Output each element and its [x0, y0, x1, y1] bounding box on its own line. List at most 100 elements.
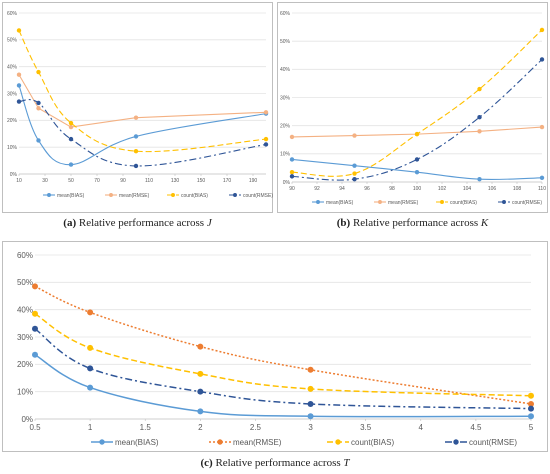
- chart-c-legend-marker: [335, 439, 341, 445]
- chart-c-data-point: [32, 351, 38, 358]
- chart-a-data-point: [36, 106, 41, 111]
- caption-c-text: Relative performance across: [215, 457, 341, 469]
- chart-c-ytick-label: 60%: [17, 251, 33, 260]
- chart-c-xtick-label: 1.5: [140, 423, 152, 432]
- chart-c-ytick-label: 0%: [21, 415, 33, 424]
- chart-c-data-point: [32, 283, 38, 290]
- chart-b-data-point: [289, 174, 295, 179]
- chart-b-ytick-label: 10%: [280, 152, 291, 158]
- chart-a-grid: [19, 12, 266, 175]
- chart-b-data-point: [539, 175, 545, 180]
- chart-a-data-point: [263, 142, 269, 147]
- chart-c-legend-label: mean(RMSE): [233, 438, 282, 447]
- chart-c-xtick-label: 4: [419, 423, 424, 432]
- chart-c-series-line: [34, 285, 532, 405]
- chart-a-data-point: [133, 134, 139, 139]
- chart-c-ytick-label: 10%: [17, 387, 33, 396]
- chart-a-ytick-label: 0%: [10, 172, 18, 178]
- chart-c-legend-item: mean(RMSE): [209, 438, 282, 447]
- caption-c-label: (c): [200, 457, 213, 469]
- chart-a-data-point: [16, 83, 22, 88]
- chart-a-legend-marker: [47, 193, 51, 197]
- chart-a-data-point: [68, 162, 74, 167]
- chart-a-ytick-label: 60%: [7, 11, 18, 17]
- chart-c-xtick-label: 2: [198, 423, 203, 432]
- chart-c-legend-marker: [453, 439, 459, 445]
- chart-c-legend-item: count(BIAS): [327, 438, 394, 447]
- chart-b-series-line: [291, 29, 543, 177]
- chart-b-xtick-label: 110: [538, 186, 546, 192]
- chart-b-series-2: [289, 27, 545, 177]
- chart-a-xtick-label: 190: [249, 178, 258, 184]
- chart-b-xtick-label: 90: [289, 186, 295, 192]
- chart-panel-a: 0% 10% 20% 30% 40% 50% 60% 10 30 50 70 90 110 130 150 1…: [2, 2, 273, 213]
- chart-b-data-point: [414, 169, 420, 175]
- chart-c-series-2: [32, 310, 534, 399]
- chart-a-data-point: [263, 136, 269, 142]
- chart-b-xtick-label: 98: [389, 186, 395, 192]
- chart-panel-b: 0% 10% 20% 30% 40% 50% 60% 90 92 94 96 98 100 102 104 1…: [277, 2, 548, 213]
- chart-b-xtick-label: 94: [339, 186, 345, 192]
- chart-b-legend-label: mean(RMSE): [388, 200, 419, 206]
- chart-b-series-3: [289, 57, 545, 182]
- chart-c-xtick-label: 3: [308, 423, 313, 432]
- chart-a-legend-marker: [171, 193, 175, 197]
- chart-a-ytick-label: 50%: [7, 38, 18, 44]
- chart-a-data-point: [68, 124, 74, 130]
- chart-b-ytick-label: 0%: [283, 180, 291, 186]
- chart-c-series-line: [34, 313, 532, 397]
- chart-c-xtick-label: 0.5: [29, 423, 41, 432]
- chart-b-data-point: [477, 129, 482, 134]
- chart-a-ytick-label: 30%: [7, 91, 18, 97]
- chart-a-series-line: [18, 99, 267, 167]
- chart-c-ytick-label: 30%: [17, 333, 33, 342]
- chart-a-data-point: [133, 115, 139, 120]
- chart-b-data-point: [352, 133, 357, 138]
- chart-c-data-point: [197, 408, 204, 415]
- chart-a-xtick-label: 130: [171, 178, 180, 184]
- chart-a-xtick-label: 10: [16, 178, 22, 184]
- chart-a-data-point: [36, 69, 41, 75]
- chart-b-legend-item: count(BIAS): [436, 200, 477, 206]
- chart-a-legend-label: mean(BIAS): [57, 193, 85, 199]
- chart-a-series-1: [16, 72, 269, 130]
- chart-b-xtick-label: 102: [438, 186, 447, 192]
- chart-a-series-3: [16, 99, 269, 169]
- chart-b-data-point: [289, 157, 295, 162]
- chart-a-legend-marker: [233, 193, 237, 197]
- chart-c-xtick-label: 5: [529, 423, 534, 432]
- chart-a-series-0: [16, 83, 269, 167]
- chart-b-data-point: [477, 115, 482, 120]
- chart-c-data-point: [197, 388, 204, 395]
- chart-c-xtick-label: 4.5: [470, 423, 482, 432]
- chart-c-ytick-label: 50%: [17, 278, 33, 287]
- chart-c-data-point: [528, 413, 534, 420]
- chart-a-ytick-label: 20%: [7, 118, 18, 124]
- chart-a-xtick-label: 150: [197, 178, 206, 184]
- chart-b-data-point: [539, 27, 545, 33]
- chart-c-data-point: [307, 366, 314, 373]
- chart-b-data-point: [414, 157, 420, 162]
- chart-b-data-point: [539, 57, 545, 62]
- chart-a-xtick-label: 170: [223, 178, 232, 184]
- chart-c-legend-label: count(RMSE): [469, 438, 517, 447]
- chart-c-data-point: [32, 310, 38, 317]
- chart-a-xtick-label: 50: [68, 178, 74, 184]
- chart-a-series-line: [18, 30, 267, 153]
- chart-b-svg: 0% 10% 20% 30% 40% 50% 60% 90 92 94 96 98 100 102 104 1…: [280, 11, 546, 206]
- chart-b-legend-marker: [316, 200, 320, 204]
- chart-b-legend-marker: [502, 200, 506, 204]
- chart-a-svg: 0% 10% 20% 30% 40% 50% 60% 10 30 50 70 90 110 130 150 1…: [7, 11, 273, 199]
- chart-c-data-point: [307, 413, 314, 420]
- chart-a-legend-item: count(RMSE): [229, 193, 273, 199]
- chart-c-series-1: [32, 283, 534, 407]
- chart-c-xtick-label: 3.5: [360, 423, 372, 432]
- chart-c-grid: [35, 254, 531, 420]
- chart-a-data-point: [16, 72, 22, 77]
- chart-a-data-point: [16, 99, 22, 104]
- caption-b: (b) Relative performance across K: [277, 217, 548, 229]
- chart-a-xtick-label: 90: [120, 178, 126, 184]
- chart-b-data-point: [289, 169, 295, 175]
- chart-a-data-point: [133, 148, 139, 154]
- chart-c-legend-item: mean(BIAS): [91, 438, 159, 447]
